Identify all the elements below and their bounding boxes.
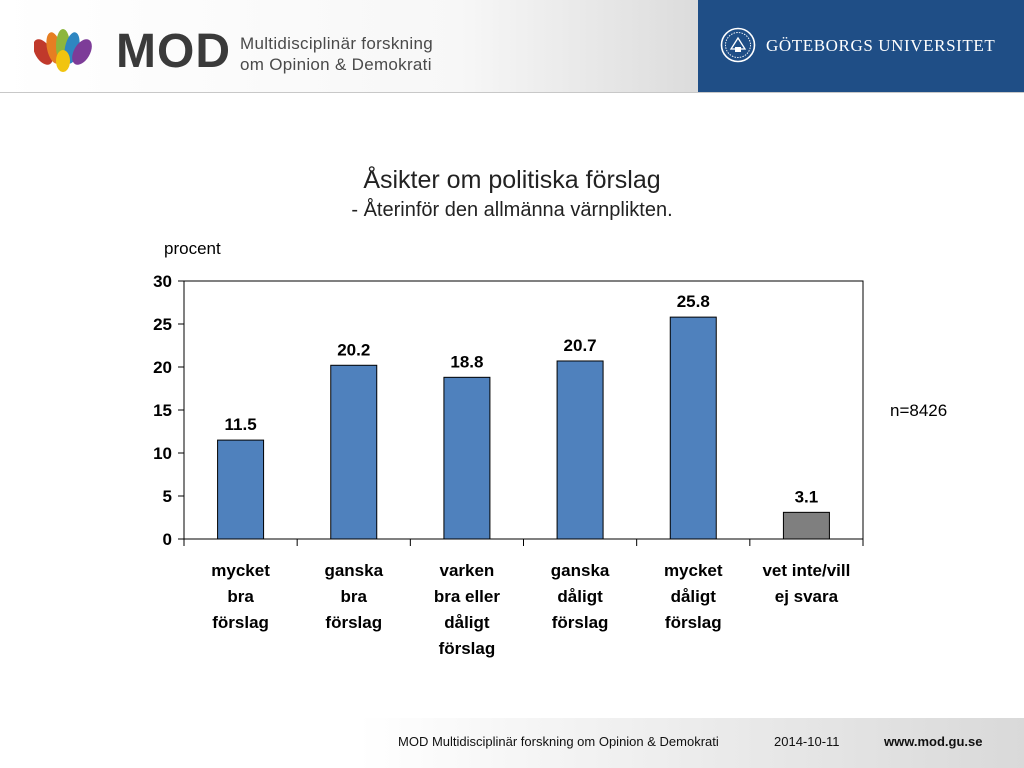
header-banner: MOD Multidisciplinär forskning om Opinio… bbox=[0, 0, 1024, 93]
x-category-label: mycket bra förslag bbox=[211, 561, 270, 632]
footer-organization: MOD Multidisciplinär forskning om Opinio… bbox=[398, 734, 719, 749]
university-seal-icon bbox=[720, 27, 756, 63]
y-tick-label: 25 bbox=[153, 315, 172, 334]
footer-bar: MOD Multidisciplinär forskning om Opinio… bbox=[0, 718, 1024, 768]
mod-logo-icon bbox=[34, 29, 92, 72]
bar bbox=[330, 364, 378, 540]
x-category-label: ganska bra förslag bbox=[324, 561, 383, 632]
mod-tagline: Multidisciplinär forskning om Opinion & … bbox=[240, 33, 433, 75]
footer-website-link[interactable]: www.mod.gu.se bbox=[884, 734, 983, 749]
data-label: 11.5 bbox=[225, 415, 257, 434]
university-name: GÖTEBORGS UNIVERSITET bbox=[766, 36, 996, 55]
x-category-label: varken bra eller dåligt förslag bbox=[434, 561, 501, 658]
y-tick-label: 15 bbox=[153, 401, 172, 420]
bar bbox=[669, 316, 717, 540]
x-category-label: vet inte/vill ej svara bbox=[762, 561, 850, 606]
bar bbox=[556, 360, 604, 540]
chart-title: Åsikter om politiska förslag bbox=[363, 166, 661, 194]
plot-area-frame bbox=[183, 280, 864, 540]
data-label: 3.1 bbox=[795, 487, 819, 506]
chart-subtitle: - Återinför den allmänna värnplikten. bbox=[351, 199, 673, 221]
bar bbox=[217, 439, 265, 540]
y-tick-label: 10 bbox=[153, 444, 172, 463]
y-axis-label: procent bbox=[164, 239, 221, 258]
data-label: 25.8 bbox=[677, 292, 710, 311]
data-label: 20.2 bbox=[337, 340, 370, 359]
y-tick-label: 0 bbox=[163, 530, 172, 549]
bar bbox=[443, 376, 491, 540]
mod-tagline-line2: om Opinion & Demokrati bbox=[240, 55, 432, 74]
y-tick-label: 20 bbox=[153, 358, 172, 377]
data-label: 20.7 bbox=[564, 336, 597, 355]
data-label: 18.8 bbox=[450, 352, 483, 371]
x-category-label: mycket dåligt förslag bbox=[664, 561, 723, 632]
x-category-label: ganska dåligt förslag bbox=[551, 561, 610, 632]
y-tick-label: 30 bbox=[153, 272, 172, 291]
footer-date: 2014-10-11 bbox=[774, 734, 840, 749]
y-tick-label: 5 bbox=[163, 487, 172, 506]
sample-size-note: n=8426 bbox=[890, 401, 948, 420]
university-banner: GÖTEBORGS UNIVERSITET bbox=[698, 0, 1024, 92]
bar bbox=[782, 511, 830, 540]
mod-wordmark: MOD bbox=[116, 25, 231, 78]
mod-tagline-line1: Multidisciplinär forskning bbox=[240, 34, 433, 53]
